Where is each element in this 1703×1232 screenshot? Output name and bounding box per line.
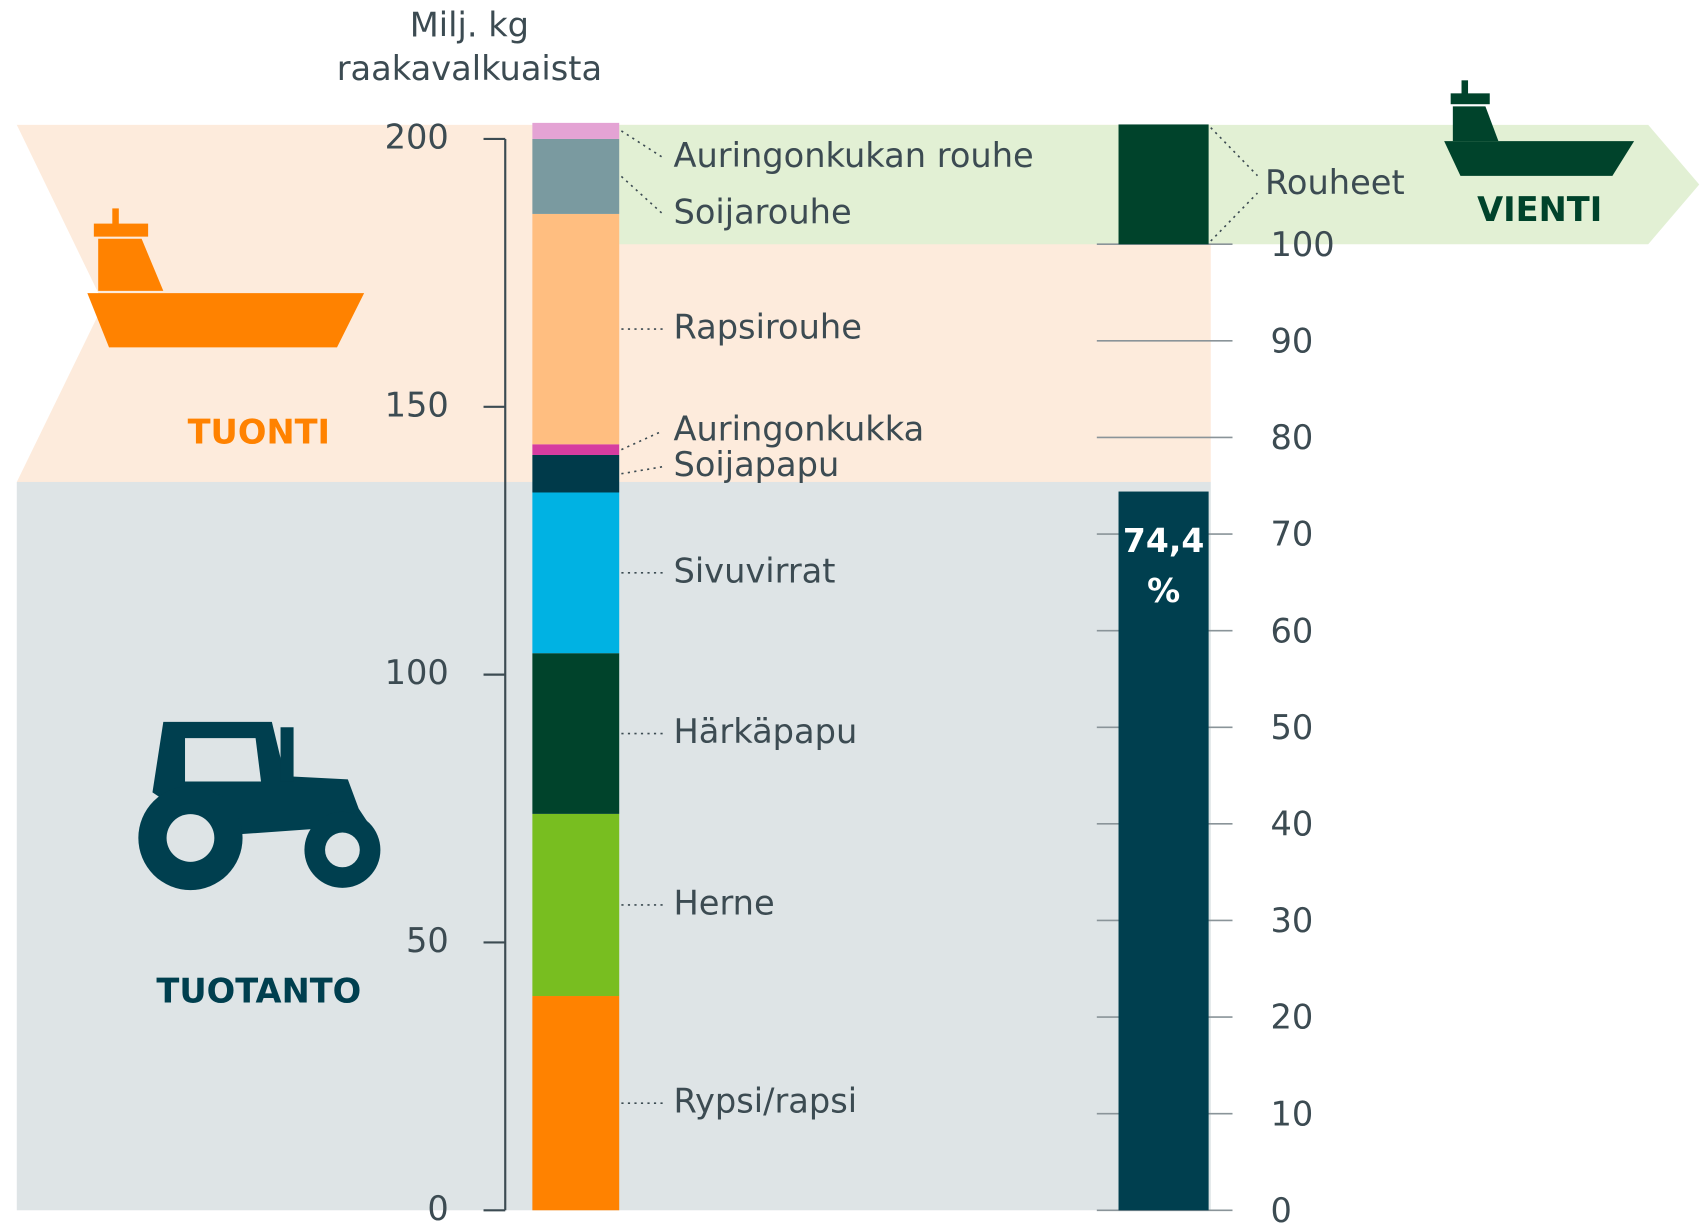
legend-label: Rouheet bbox=[1265, 163, 1405, 202]
y-axis-label: Milj. kg bbox=[410, 6, 529, 45]
export-ship bbox=[1444, 80, 1635, 176]
leader bbox=[1210, 127, 1259, 177]
leader bbox=[1210, 192, 1259, 242]
value-label: 74,4 % bbox=[1122, 520, 1205, 610]
bar-segment bbox=[532, 454, 620, 493]
region-label: TUOTANTO bbox=[156, 972, 361, 1011]
y-tick-label: 150 bbox=[385, 385, 449, 424]
bar-segment bbox=[532, 138, 620, 214]
bar-segment bbox=[532, 996, 620, 1211]
bar-segment bbox=[532, 492, 620, 654]
y-tick-label: 200 bbox=[385, 117, 449, 156]
legend-label: Soijarouhe bbox=[673, 192, 851, 231]
share-bar bbox=[1118, 124, 1209, 245]
leader bbox=[621, 465, 663, 475]
leader bbox=[620, 130, 664, 159]
bar-segment bbox=[532, 444, 620, 455]
bar-segment bbox=[532, 653, 620, 814]
tractor bbox=[138, 721, 381, 891]
legend-label: Herne bbox=[673, 883, 774, 922]
y2-tick-label: 0 bbox=[1270, 1191, 1291, 1230]
legend-label: Soijapapu bbox=[673, 445, 839, 484]
y-tick-label: 100 bbox=[385, 653, 449, 692]
legend-label: Auringonkukka bbox=[673, 409, 924, 448]
y2-tick-label: 100 bbox=[1270, 225, 1334, 264]
y2-tick-label: 80 bbox=[1270, 418, 1313, 457]
y2-tick-label: 40 bbox=[1270, 805, 1313, 844]
legend-label: Rypsi/rapsi bbox=[673, 1082, 857, 1121]
y2-tick-label: 50 bbox=[1270, 708, 1313, 747]
legend-label: Sivuvirrat bbox=[673, 551, 835, 590]
y2-tick-label: 60 bbox=[1270, 611, 1313, 650]
legend-label: Auringonkukan rouhe bbox=[673, 136, 1033, 175]
region-label: VIENTI bbox=[1477, 190, 1602, 229]
bar-segment bbox=[532, 813, 620, 997]
y2-tick-label: 90 bbox=[1270, 322, 1313, 361]
y2-tick-label: 10 bbox=[1270, 1094, 1313, 1133]
share-bar bbox=[1118, 491, 1209, 1211]
y-axis-label: raakavalkuaista bbox=[337, 49, 602, 88]
leader bbox=[620, 175, 664, 215]
legend-label: Härkäpapu bbox=[673, 712, 857, 751]
y2-tick-label: 30 bbox=[1270, 901, 1313, 940]
bar-segment bbox=[532, 122, 620, 139]
region-label: TUONTI bbox=[188, 413, 330, 452]
leader bbox=[621, 430, 663, 451]
y-tick-label: 50 bbox=[406, 921, 449, 960]
y2-tick-label: 20 bbox=[1270, 998, 1313, 1037]
y-tick-label: 0 bbox=[427, 1189, 448, 1228]
bar-segment bbox=[532, 213, 620, 445]
legend-label: Rapsirouhe bbox=[673, 308, 861, 347]
y2-tick-label: 70 bbox=[1270, 515, 1313, 554]
